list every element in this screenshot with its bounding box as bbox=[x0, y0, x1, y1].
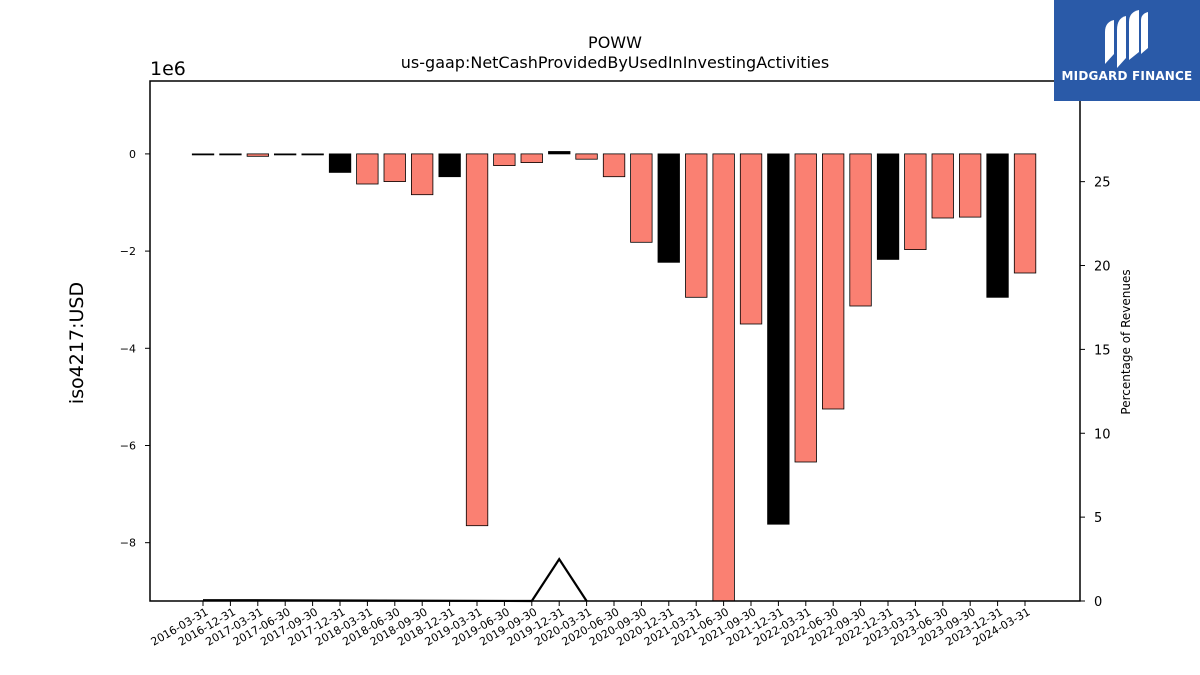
bar-2019-03-31 bbox=[465, 153, 489, 527]
y-axis: 0 −2 −4 −6 −8 bbox=[120, 148, 150, 550]
bar-2020-12-31 bbox=[657, 153, 680, 263]
bar-2020-09-30 bbox=[630, 153, 653, 243]
bar-2016-03-31 bbox=[191, 153, 215, 156]
bar-2022-09-30 bbox=[849, 153, 872, 307]
bar-2023-03-31 bbox=[904, 153, 927, 250]
bar-2023-09-30 bbox=[959, 153, 982, 218]
chart-subtitle: us-gaap:NetCashProvidedByUsedInInvesting… bbox=[401, 53, 829, 72]
bar-2016-12-31 bbox=[219, 153, 242, 156]
bar-2022-06-30 bbox=[822, 153, 845, 410]
y-offset-label: 1e6 bbox=[150, 58, 186, 80]
bar-2021-03-31 bbox=[685, 153, 708, 298]
bar-2019-06-30 bbox=[493, 153, 516, 166]
bars-layer bbox=[191, 151, 1037, 602]
y2-tick-label: 20 bbox=[1094, 260, 1111, 275]
bar-2021-06-30 bbox=[712, 153, 735, 602]
bar-2022-03-31 bbox=[794, 153, 817, 463]
y-tick-label: −6 bbox=[120, 439, 136, 452]
bar-2022-12-31 bbox=[876, 153, 900, 260]
bar-2017-03-31 bbox=[246, 153, 270, 157]
logo-text: MIDGARD FINANCE bbox=[1061, 69, 1193, 83]
company-logo: MIDGARD FINANCE bbox=[1054, 0, 1200, 101]
y2-tick-label: 25 bbox=[1094, 176, 1111, 191]
y2-tick-label: 0 bbox=[1094, 595, 1102, 610]
bar-2019-09-30 bbox=[520, 153, 543, 163]
bar-2018-09-30 bbox=[410, 153, 434, 196]
y-tick-label: 0 bbox=[129, 148, 136, 161]
plot-frame bbox=[149, 80, 1081, 602]
bar-2017-12-31 bbox=[328, 153, 352, 173]
bar-2018-12-31 bbox=[438, 153, 461, 178]
bar-2018-03-31 bbox=[356, 153, 379, 185]
y-axis-label: iso4217:USD bbox=[66, 282, 88, 404]
bar-2023-12-31 bbox=[986, 153, 1009, 298]
bar-2017-09-30 bbox=[301, 153, 324, 156]
bar-2020-03-31 bbox=[575, 153, 598, 160]
y2-tick-label: 15 bbox=[1094, 343, 1111, 358]
y2-tick-label: 10 bbox=[1094, 427, 1111, 442]
bar-2018-06-30 bbox=[383, 153, 406, 182]
line-layer bbox=[203, 557, 588, 603]
y-tick-label: −4 bbox=[120, 342, 136, 355]
y-tick-label: −8 bbox=[120, 537, 136, 550]
chart-title: POWW bbox=[588, 33, 642, 52]
bar-2017-06-30 bbox=[273, 153, 297, 156]
bar-2023-06-30 bbox=[931, 153, 954, 219]
bar-2020-06-30 bbox=[602, 153, 626, 178]
logo-mark-icon bbox=[1105, 10, 1148, 68]
bar-2024-03-31 bbox=[1013, 153, 1037, 274]
bar-2021-12-31 bbox=[767, 153, 790, 525]
x-axis: 2016-03-312016-12-312017-03-312017-06-30… bbox=[149, 601, 1033, 649]
bar-2021-09-30 bbox=[739, 153, 763, 325]
y2-tick-label: 5 bbox=[1094, 511, 1102, 526]
secondary-y-axis: 0 5 10 15 20 25 bbox=[1080, 176, 1111, 610]
y-tick-label: −2 bbox=[120, 245, 136, 258]
secondary-y-axis-label: Percentage of Revenues bbox=[1119, 269, 1133, 414]
percentage-of-revenues-line bbox=[203, 557, 588, 603]
bar-2019-12-31 bbox=[548, 151, 571, 155]
